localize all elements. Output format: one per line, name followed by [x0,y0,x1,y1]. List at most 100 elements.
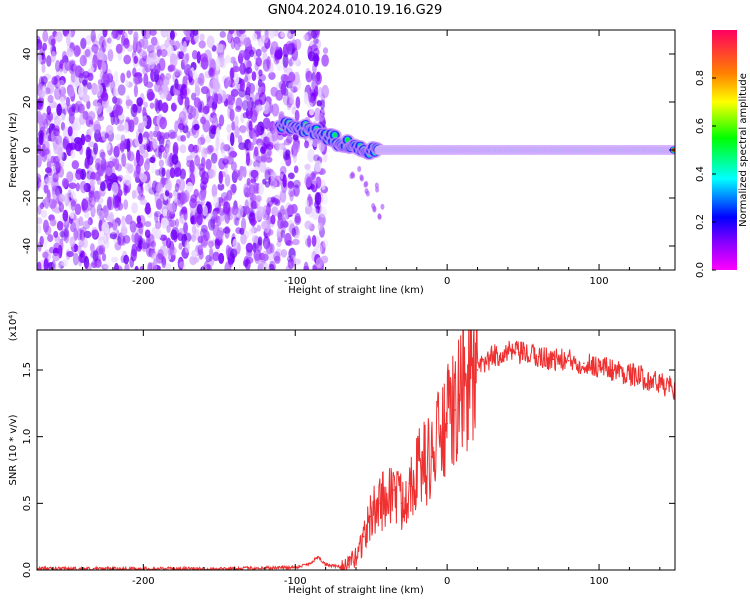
spectrogram-cell [311,72,316,82]
snr-point [499,353,502,355]
spectrogram-cell [144,221,152,228]
spectrogram-cell [117,201,124,211]
spectrogram-cell [238,50,246,58]
spectrogram-cell [73,117,82,132]
snr-point [552,358,555,361]
spectrogram-cell [283,138,292,146]
spectrogram-cell [271,206,279,217]
spectrogram-cell [208,240,214,249]
spectrogram-cell [102,30,108,38]
spectrogram-cell [90,243,95,253]
spectrogram-cell [164,263,172,270]
y-tick-label: 1.0 [22,429,33,445]
spectrogram-cell [255,48,262,58]
spectrogram-cell [133,116,139,126]
spectrogram-cell [93,190,102,200]
spectrogram-cell [198,40,206,49]
y-tick-label: -40 [22,238,33,254]
spectrogram-cell [144,205,152,215]
spectrogram-cell [172,142,179,155]
spectrogram-cell [37,261,42,270]
spectrogram-cell [246,178,251,186]
spectrogram-cell [73,44,81,58]
spectrogram-cell [56,103,62,116]
spectrogram-cell [285,30,292,38]
spectrogram-cell [158,76,164,87]
spectrogram-cell [175,178,181,188]
spectrogram-cell [101,61,107,73]
spectrogram-cell [159,43,168,51]
spectrogram-cell [115,43,123,54]
spectrogram-cell [154,124,160,132]
spectrogram-cell [207,144,215,153]
spectrogram-cell [138,132,143,145]
spectrogram-cell [276,81,282,92]
spectrogram-cell [218,44,226,52]
spectrogram-cell [271,129,279,142]
spectrogram-cell [83,256,90,270]
spectrogram-cell [134,166,141,178]
spectrogram-cell [179,50,185,58]
spectrogram-cell [256,224,262,232]
spectrogram-cell [258,92,267,106]
spectrogram-cell [39,202,44,210]
spectrogram-cell [286,42,295,56]
spectrogram-cell [81,79,88,86]
spectrogram-cell [105,166,113,177]
snr-point [347,563,350,566]
spectrogram-cell [251,235,260,244]
spectrogram-cell [319,206,327,218]
spectrogram-cell [59,97,65,104]
spectrogram-cell [136,215,142,224]
spectrogram-cell [108,211,114,223]
spectrogram-cell [255,138,264,146]
spectrogram-cell [277,217,284,229]
snr-y-ticks: 0.0 0.5 1.0 1.5 [22,362,675,578]
spectrogram-cell [73,227,78,241]
spectrogram-cell [166,209,172,219]
spectrogram-cell [127,30,134,35]
spectrogram-cell [267,141,274,150]
spectrogram-cell [230,161,237,172]
spectrogram-cell [113,157,120,171]
spectrogram-cell [171,153,179,165]
spectrogram-cell [37,114,44,127]
spectrogram-cell [149,30,157,36]
spectrogram-cell [168,192,173,199]
spectrogram-cell [211,125,217,134]
spectrogram-cell [113,195,119,209]
spectrogram-cell [47,94,54,104]
spectrogram-cell [52,252,60,262]
spectrogram-cell [120,220,127,229]
spectrogram-cell [275,140,280,152]
spectrogram-cell [137,237,145,245]
spectrogram-cell [279,220,284,229]
spectrogram-cell [116,124,125,132]
spectrogram-cell [167,129,176,140]
spectrogram-cell [59,113,66,122]
spectrogram-cell [86,82,92,90]
spectrogram-cell [178,242,183,250]
spectrogram-cell [321,179,326,191]
spectrogram-cell [186,181,194,193]
spectrogram-cell [313,48,320,57]
spectrogram-cell [114,70,119,83]
spectrogram-cell [232,61,238,73]
spectrogram-cell [90,30,96,43]
spectrogram-cell [152,138,158,150]
spectrogram-cell [99,151,106,164]
spectrogram-cell [60,121,66,131]
spectrogram-cell [194,155,201,167]
spectrogram-cell [160,30,168,37]
spectrogram-cell [248,184,256,196]
spectrogram-cell [156,49,162,57]
spectrogram-cell [85,46,93,59]
spectrogram-cell [127,151,135,162]
spectrogram-cell [163,132,170,140]
spectrogram-cell [66,251,74,258]
spectrogram-cell [304,163,311,171]
spectrogram-cell [77,245,82,255]
spectrogram-cell [188,143,195,153]
spectrogram-cell [156,130,162,142]
spectrogram-cell [111,182,119,196]
